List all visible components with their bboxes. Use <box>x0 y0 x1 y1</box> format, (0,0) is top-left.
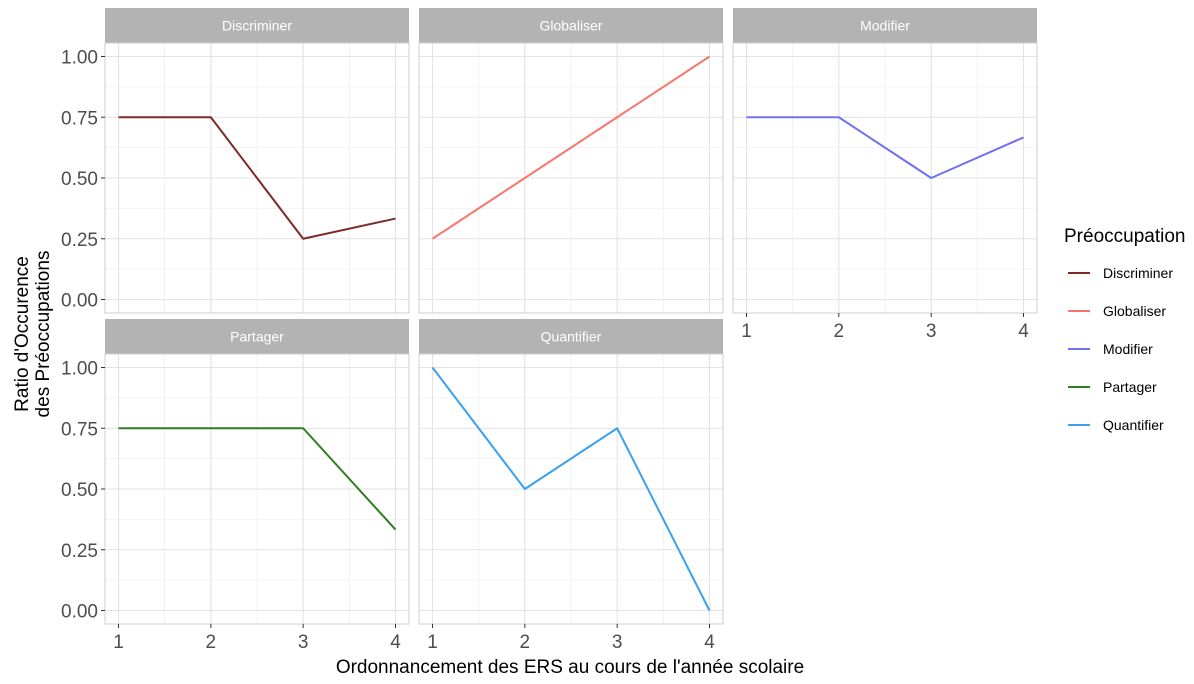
y-tick-label: 0.00 <box>61 602 98 623</box>
panel-border-modifier <box>732 42 1038 314</box>
legend-label-globaliser: Globaliser <box>1103 303 1166 319</box>
y-tick-label: 0.75 <box>61 419 98 440</box>
y-axis-ticks: 0.00 0.25 0.50 0.75 1.00 0.00 0.25 0.50 0.75 1.00 <box>61 48 105 623</box>
x-tick-label: 2 <box>520 632 531 653</box>
y-tick-label: 0.50 <box>61 169 98 190</box>
facet-modifier: Modifier <box>732 8 1038 314</box>
y-tick-label: 0.00 <box>61 291 98 312</box>
legend-label-discriminer: Discriminer <box>1103 265 1173 281</box>
strip-label-partager: Partager <box>230 329 284 345</box>
x-tick-label: 2 <box>834 321 845 342</box>
strip-partager <box>105 319 409 354</box>
y-tick-label: 0.75 <box>61 108 98 129</box>
y-axis-title-group: Ratio d'Occurence des Préoccupations <box>12 251 54 418</box>
strip-label-globaliser: Globaliser <box>539 18 602 34</box>
x-tick-label: 3 <box>298 632 309 653</box>
x-axis-ticks: 1 2 3 4 1 2 3 4 1 2 3 4 <box>113 313 1029 653</box>
y-tick-label: 0.25 <box>61 541 98 562</box>
strip-modifier <box>733 8 1037 43</box>
legend-label-quantifier: Quantifier <box>1103 417 1164 433</box>
strip-label-modifier: Modifier <box>860 18 910 34</box>
y-axis-title-line-1: Ratio d'Occurence <box>12 256 33 412</box>
x-tick-label: 4 <box>390 632 401 653</box>
facet-quantifier: Quantifier <box>418 319 724 625</box>
y-tick-label: 1.00 <box>61 359 98 380</box>
legend-title: Préoccupation <box>1064 226 1185 247</box>
facet-globaliser: Globaliser <box>418 8 724 314</box>
panel-border-globaliser <box>418 42 724 314</box>
series-line-globaliser <box>431 55 711 240</box>
x-tick-label: 3 <box>926 321 937 342</box>
x-axis-title: Ordonnancement des ERS au cours de l'ann… <box>336 657 804 678</box>
legend: Préoccupation Discriminer Globaliser Modif… <box>1064 226 1185 433</box>
facet-panels: Discriminer Globaliser Modifier Partager Qua… <box>104 8 1038 625</box>
legend-label-modifier: Modifier <box>1103 341 1153 357</box>
x-tick-label: 1 <box>741 321 752 342</box>
y-axis-title-line-2: des Préoccupations <box>33 251 54 418</box>
series-line-modifier <box>746 116 1024 179</box>
strip-quantifier <box>419 319 723 354</box>
strip-discriminer <box>105 8 409 43</box>
legend-items: Discriminer Globaliser Modifier Partager Qua… <box>1068 265 1173 433</box>
x-tick-label: 4 <box>704 632 715 653</box>
y-tick-label: 0.25 <box>61 230 98 251</box>
x-tick-label: 4 <box>1018 321 1029 342</box>
x-tick-label: 1 <box>427 632 438 653</box>
facet-partager: Partager <box>104 319 410 625</box>
strip-globaliser <box>419 8 723 43</box>
series-line-quantifier <box>431 366 711 611</box>
series-line-partager <box>118 427 397 531</box>
series-line-discriminer <box>118 116 396 240</box>
legend-label-partager: Partager <box>1103 379 1157 395</box>
x-tick-label: 2 <box>206 632 217 653</box>
y-tick-label: 1.00 <box>61 48 98 69</box>
strip-label-quantifier: Quantifier <box>541 329 602 345</box>
strip-label-discriminer: Discriminer <box>222 18 292 34</box>
x-tick-label: 3 <box>612 632 623 653</box>
facet-discriminer: Discriminer <box>104 8 410 314</box>
y-tick-label: 0.50 <box>61 480 98 501</box>
x-tick-label: 1 <box>113 632 124 653</box>
panel-border-quantifier <box>418 353 724 625</box>
